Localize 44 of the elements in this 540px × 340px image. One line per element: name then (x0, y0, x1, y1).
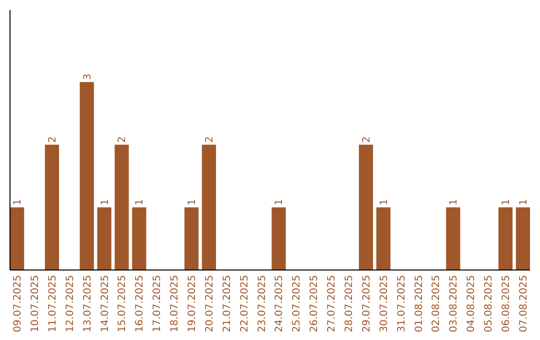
x-tick-label: 11.07.2025 (47, 275, 58, 332)
x-tick-label: 19.07.2025 (187, 275, 198, 332)
data-label: 1 (448, 198, 460, 206)
data-label: 2 (117, 136, 128, 143)
x-tick-label: 30.07.2025 (378, 275, 390, 332)
x-tick-label: 28.07.2025 (344, 275, 355, 332)
x-tick-label: 02.08.2025 (431, 275, 442, 332)
x-tick-label: 04.08.2025 (466, 275, 478, 332)
data-label: 2 (204, 136, 216, 143)
data-label: 3 (82, 74, 94, 80)
x-tick-label: 10.07.2025 (30, 275, 42, 332)
x-tick-label: 15.07.2025 (117, 275, 128, 332)
x-tick-label: 13.07.2025 (82, 275, 94, 332)
x-tick-label: 06.08.2025 (500, 275, 512, 332)
x-tick-label: 29.07.2025 (361, 275, 372, 332)
x-tick-label: 25.07.2025 (292, 275, 303, 332)
data-label: 1 (100, 198, 111, 206)
x-tick-label: 12.07.2025 (64, 275, 76, 332)
x-tick-label: 31.07.2025 (396, 275, 408, 332)
data-label: 1 (378, 198, 390, 206)
data-label: 1 (134, 198, 146, 206)
x-tick-label: 26.07.2025 (309, 275, 320, 332)
x-tick-label: 24.07.2025 (274, 275, 286, 332)
x-tick-label: 05.08.2025 (484, 275, 495, 332)
x-tick-label: 23.07.2025 (256, 275, 268, 332)
x-tick-label: 22.07.2025 (239, 275, 250, 332)
data-label: 1 (274, 198, 286, 206)
x-tick-label: 17.07.2025 (152, 275, 164, 332)
x-tick-label: 27.07.2025 (326, 275, 338, 332)
x-tick-label: 21.07.2025 (222, 275, 233, 332)
x-tick-label: 18.07.2025 (170, 275, 181, 332)
x-tick-label: 14.07.2025 (100, 275, 111, 332)
data-label: 1 (187, 198, 198, 206)
x-tick-label: 20.07.2025 (204, 275, 216, 332)
data-label: 1 (500, 198, 512, 206)
x-tick-label: 09.07.2025 (12, 275, 24, 332)
data-label: 1 (518, 198, 530, 206)
data-label: 1 (12, 198, 24, 206)
x-tick-label: 07.08.2025 (518, 275, 530, 332)
data-label: 2 (47, 136, 58, 143)
x-tick-label: 01.08.2025 (414, 275, 425, 332)
x-tick-label: 16.07.2025 (134, 275, 146, 332)
data-label: 2 (361, 136, 372, 143)
x-tick-label: 03.08.2025 (448, 275, 460, 332)
